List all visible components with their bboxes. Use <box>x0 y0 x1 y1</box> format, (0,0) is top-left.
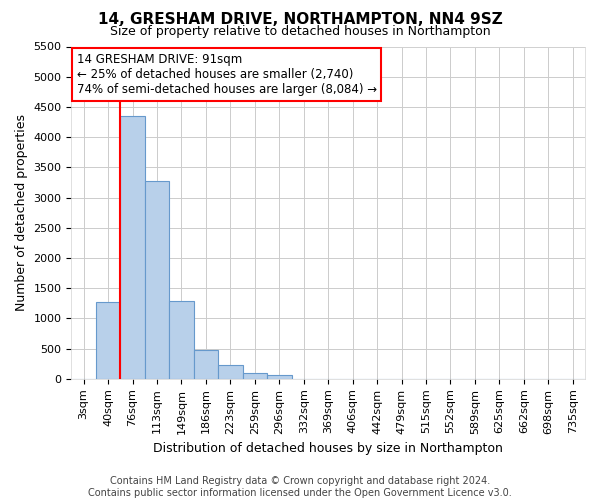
Text: Size of property relative to detached houses in Northampton: Size of property relative to detached ho… <box>110 25 490 38</box>
Text: Contains HM Land Registry data © Crown copyright and database right 2024.
Contai: Contains HM Land Registry data © Crown c… <box>88 476 512 498</box>
Bar <box>96 302 121 379</box>
Y-axis label: Number of detached properties: Number of detached properties <box>15 114 28 311</box>
Bar <box>169 302 194 379</box>
Text: 14 GRESHAM DRIVE: 91sqm
← 25% of detached houses are smaller (2,740)
74% of semi: 14 GRESHAM DRIVE: 91sqm ← 25% of detache… <box>77 53 377 96</box>
Bar <box>121 116 145 379</box>
Text: 14, GRESHAM DRIVE, NORTHAMPTON, NN4 9SZ: 14, GRESHAM DRIVE, NORTHAMPTON, NN4 9SZ <box>98 12 502 28</box>
Bar <box>267 374 292 379</box>
Bar <box>242 373 267 379</box>
Bar <box>145 180 169 379</box>
Bar <box>218 365 242 379</box>
Bar <box>194 350 218 379</box>
X-axis label: Distribution of detached houses by size in Northampton: Distribution of detached houses by size … <box>153 442 503 455</box>
